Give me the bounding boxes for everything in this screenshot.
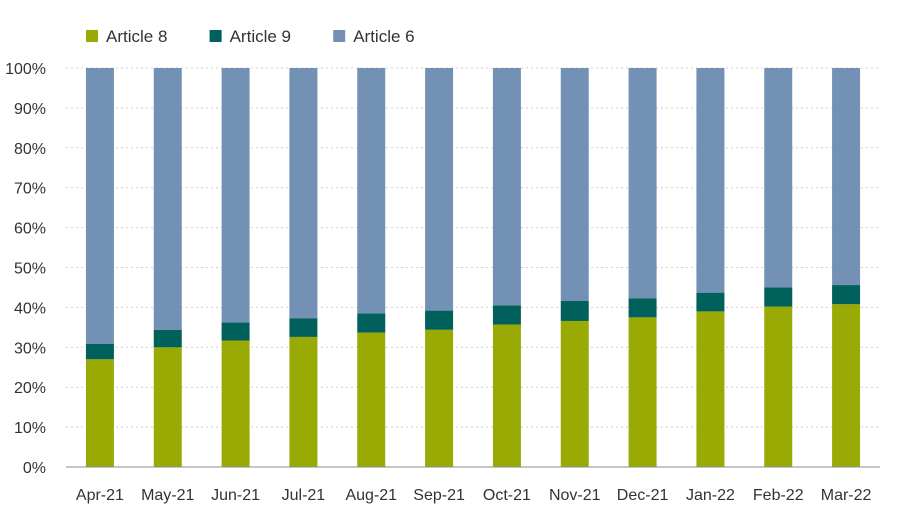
bar-article-8	[425, 329, 454, 467]
bar-article-8	[492, 324, 521, 467]
bar-article-6	[357, 68, 386, 314]
y-tick-label: 80%	[14, 141, 46, 158]
bar-article-9	[492, 305, 521, 325]
bar-article-9	[764, 287, 793, 307]
y-tick-label: 60%	[14, 221, 46, 238]
bar-article-9	[153, 329, 182, 348]
bar-article-6	[425, 68, 454, 311]
y-axis-ticks: 0% 10% 20% 30% 40% 50% 60% 70% 80% 90% 100%	[5, 61, 46, 477]
x-tick-label: Jan-22	[686, 487, 735, 504]
x-tick-label: Jun-21	[211, 487, 260, 504]
legend-swatch	[333, 30, 346, 42]
bar-article-9	[696, 292, 725, 312]
bar-article-6	[696, 68, 725, 293]
bar-article-6	[85, 68, 114, 344]
bar-article-9	[425, 310, 454, 330]
bar-article-8	[764, 306, 793, 467]
bar-article-8	[153, 347, 182, 467]
legend-label: Article 9	[230, 27, 291, 46]
y-tick-label: 30%	[14, 340, 46, 357]
x-tick-label: Feb-22	[753, 487, 804, 504]
bar-article-9	[357, 313, 386, 333]
bar-article-6	[153, 68, 182, 330]
y-tick-label: 70%	[14, 181, 46, 198]
x-axis-ticks: Apr-21 May-21 Jun-21 Jul-21 Aug-21 Sep-21 Oct-…	[76, 487, 872, 504]
bar-article-6	[560, 68, 589, 302]
bar-article-6	[221, 68, 250, 323]
bar-article-6	[492, 68, 521, 306]
bar-article-8	[289, 336, 318, 467]
bar-article-9	[560, 301, 589, 321]
bar-article-8	[357, 332, 386, 467]
bar-article-9	[832, 285, 861, 305]
bar-article-8	[628, 317, 657, 467]
x-tick-label: Sep-21	[413, 487, 465, 504]
x-tick-label: Apr-21	[76, 487, 124, 504]
bar-article-9	[221, 322, 250, 341]
legend: Article 8 Article 9 Article 6	[86, 27, 415, 46]
y-tick-label: 90%	[14, 101, 46, 118]
bar-article-9	[85, 343, 114, 360]
bar-article-8	[832, 304, 861, 467]
y-tick-label: 40%	[14, 300, 46, 317]
bar-article-6	[628, 68, 657, 299]
y-tick-label: 20%	[14, 380, 46, 397]
bar-article-9	[289, 318, 318, 337]
legend-label: Article 6	[353, 27, 414, 46]
x-tick-label: Dec-21	[617, 487, 669, 504]
bar-article-6	[764, 68, 793, 288]
legend-label: Article 8	[106, 27, 167, 46]
y-tick-label: 100%	[5, 61, 46, 78]
y-tick-label: 0%	[23, 460, 46, 477]
bar-article-9	[628, 298, 657, 318]
bar-article-6	[832, 68, 861, 286]
y-tick-label: 50%	[14, 261, 46, 278]
bar-article-8	[696, 311, 725, 467]
bar-article-8	[560, 320, 589, 467]
y-tick-label: 10%	[14, 420, 46, 437]
x-tick-label: Aug-21	[345, 487, 397, 504]
legend-swatch	[209, 30, 222, 42]
bar-article-8	[221, 340, 250, 467]
x-tick-label: Nov-21	[549, 487, 601, 504]
bars	[85, 68, 861, 467]
x-tick-label: May-21	[141, 487, 194, 504]
x-tick-label: Mar-22	[821, 487, 872, 504]
bar-article-6	[289, 68, 318, 319]
x-tick-label: Jul-21	[282, 487, 326, 504]
gridlines	[66, 67, 880, 428]
x-tick-label: Oct-21	[483, 487, 531, 504]
legend-swatch	[86, 30, 98, 42]
bar-article-8	[85, 359, 114, 467]
